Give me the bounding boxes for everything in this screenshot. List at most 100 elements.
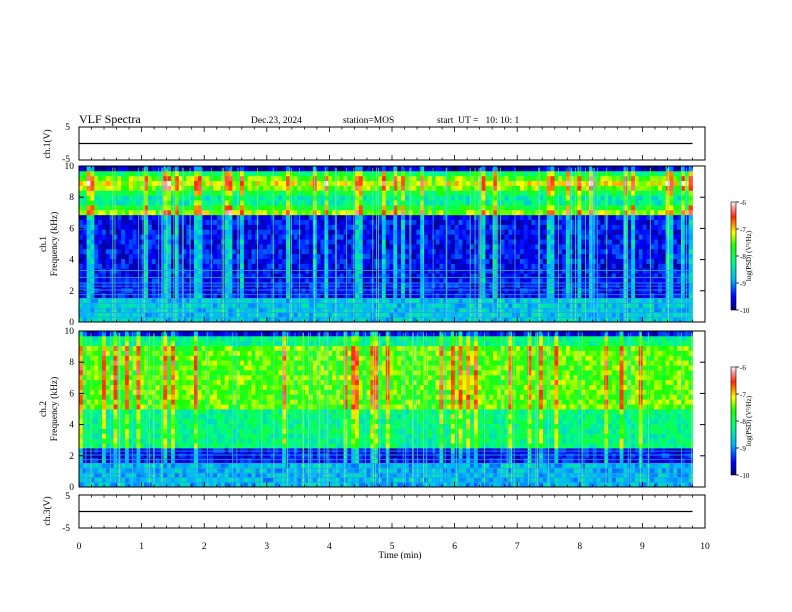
ch1-spectrogram-cell bbox=[539, 175, 544, 182]
ch1-spectrogram-cell bbox=[412, 209, 417, 216]
ch1-spectrogram-cell bbox=[197, 273, 203, 279]
ch1-spectrogram-cell bbox=[493, 287, 498, 294]
ch1-spectrogram-cell bbox=[155, 175, 160, 182]
ch1-spectrogram-cell bbox=[404, 268, 410, 274]
ch1-spectrogram-cell bbox=[105, 214, 111, 221]
ch1-spectrogram-cell bbox=[496, 297, 502, 303]
ch1-spectrogram-cell bbox=[535, 234, 540, 240]
ch1-spectrogram-cell bbox=[673, 292, 678, 299]
ch1-spectrogram-cell bbox=[201, 209, 206, 216]
ch1-spectrogram-cell bbox=[163, 244, 168, 250]
ch1-spectrogram-cell bbox=[554, 248, 559, 255]
ch1-spectrogram-cell bbox=[489, 234, 494, 240]
ch1-spectrogram-cell bbox=[473, 209, 479, 216]
ch1-spectrogram-cell bbox=[362, 302, 367, 308]
ch1-spectrogram-cell bbox=[611, 302, 617, 308]
ch1-spectrogram-cell bbox=[251, 229, 256, 235]
ch1-spectrogram-cell bbox=[335, 317, 341, 323]
ch1-spectrogram-cell bbox=[174, 312, 180, 318]
ch1-spectrogram-cell bbox=[339, 205, 344, 211]
ch1-spectrogram-cell bbox=[546, 307, 552, 313]
ch1-spectrogram-cell bbox=[638, 278, 644, 284]
ch1-spectrogram-cell bbox=[420, 190, 425, 196]
ch1-spectrogram-cell bbox=[496, 292, 502, 299]
ch1-spectrogram-cell bbox=[274, 317, 279, 323]
ch1-spectrogram-cell bbox=[485, 292, 490, 299]
ch1-spectrogram-cell bbox=[669, 170, 674, 177]
ch1-spectrogram-cell bbox=[592, 258, 598, 264]
ch1-spectrogram-cell bbox=[661, 312, 667, 318]
ch1-spectrogram-cell bbox=[339, 209, 344, 216]
ch1-spectrogram-cell bbox=[565, 185, 571, 191]
ch1-spectrogram-cell bbox=[519, 278, 525, 284]
ch1-spectrogram-cell bbox=[128, 175, 134, 182]
ch1-spectrogram-cell bbox=[427, 234, 433, 240]
ch1-spectrogram-cell bbox=[500, 200, 505, 206]
ch1-spectrogram-cell bbox=[412, 263, 417, 269]
ch1-spectrogram-cell bbox=[539, 170, 544, 177]
ch1-spectrogram-cell bbox=[113, 166, 118, 172]
ch1-spectrogram-cell bbox=[163, 278, 168, 284]
ch1-spectrogram-cell bbox=[634, 292, 640, 299]
ch1-spectrogram-cell bbox=[220, 205, 226, 211]
ch1-spectrogram-cell bbox=[596, 219, 601, 225]
ch1-spectrogram-cell bbox=[577, 273, 582, 279]
ch1-spectrogram-cell bbox=[493, 209, 498, 216]
ch1-spectrogram-cell bbox=[650, 185, 655, 191]
ch1-spectrogram-cell bbox=[328, 253, 333, 260]
ch1-spectrogram-cell bbox=[178, 166, 183, 172]
ch1-spectrogram-cell bbox=[201, 195, 206, 201]
ch1-spectrogram-cell bbox=[519, 283, 525, 289]
ch1-spectrogram-cell bbox=[282, 209, 287, 216]
ch1-spectrogram-cell bbox=[523, 287, 528, 294]
ch1-spectrogram-cell bbox=[316, 170, 321, 177]
ch1-spectrogram-cell bbox=[347, 180, 352, 186]
ch1-spectrogram-cell bbox=[539, 248, 544, 255]
ch1-spectrogram-cell bbox=[347, 283, 352, 289]
ch1-spectrogram-cell bbox=[144, 307, 149, 313]
ch1-spectrogram-cell bbox=[435, 175, 440, 182]
ch1-spectrogram-cell bbox=[577, 307, 582, 313]
ch1-spectrogram-cell bbox=[489, 219, 494, 225]
ch1-spectrogram-cell bbox=[611, 214, 617, 221]
ch1-spectrogram-cell bbox=[286, 287, 291, 294]
ch1-spectrogram-cell bbox=[631, 273, 636, 279]
ch1-spectrogram-cell bbox=[86, 268, 91, 274]
ch1-spectrogram-cell bbox=[420, 312, 425, 318]
ch1-spectrogram-cell bbox=[493, 258, 498, 264]
ch1-spectrogram-cell bbox=[657, 175, 663, 182]
ch1-spectrogram-cell bbox=[470, 200, 475, 206]
ch1-spectrogram-cell bbox=[278, 214, 283, 221]
ch1-spectrogram-cell bbox=[554, 180, 559, 186]
ch1-spectrogram-cell bbox=[102, 248, 107, 255]
ch1-spectrogram-cell bbox=[642, 307, 647, 313]
ch1-spectrogram-cell bbox=[347, 302, 352, 308]
ch1-spectrogram-cell bbox=[565, 253, 571, 260]
ch1-spectrogram-cell bbox=[266, 312, 272, 318]
ch1-spectrogram-cell bbox=[324, 170, 329, 177]
ch1-spectrogram-cell bbox=[316, 234, 321, 240]
ch1-spectrogram-cell bbox=[328, 224, 333, 230]
ch1-spectrogram-cell bbox=[615, 287, 621, 294]
ch1-spectrogram-cell bbox=[282, 229, 287, 235]
ch1-spectrogram-cell bbox=[385, 248, 390, 255]
ch1-spectrogram-cell bbox=[259, 302, 264, 308]
ch1-spectrogram-cell bbox=[481, 312, 486, 318]
ch1-spectrogram-cell bbox=[619, 180, 624, 186]
ch1-spectrogram-cell bbox=[148, 234, 153, 240]
ch1-spectrogram-cell bbox=[117, 175, 122, 182]
ch1-spectrogram-cell bbox=[90, 229, 95, 235]
ch1-spectrogram-cell bbox=[347, 312, 352, 318]
ch1-spectrogram-cell bbox=[324, 224, 329, 230]
ch1-spectrogram-cell bbox=[167, 312, 172, 318]
ch1-spectrogram-cell bbox=[450, 166, 456, 172]
ch1-spectrogram-cell bbox=[412, 219, 417, 225]
ch1-spectrogram-cell bbox=[117, 205, 122, 211]
ch1-spectrogram-cell bbox=[174, 248, 180, 255]
ch1-spectrogram-cell bbox=[439, 195, 444, 201]
ch1-spectrogram-cell bbox=[554, 185, 559, 191]
ch1-spectrogram-cell bbox=[347, 239, 352, 245]
ch1-spectrogram-cell bbox=[581, 190, 586, 196]
ch1-spectrogram-cell bbox=[404, 273, 410, 279]
ch1-spectrogram-cell bbox=[178, 190, 183, 196]
